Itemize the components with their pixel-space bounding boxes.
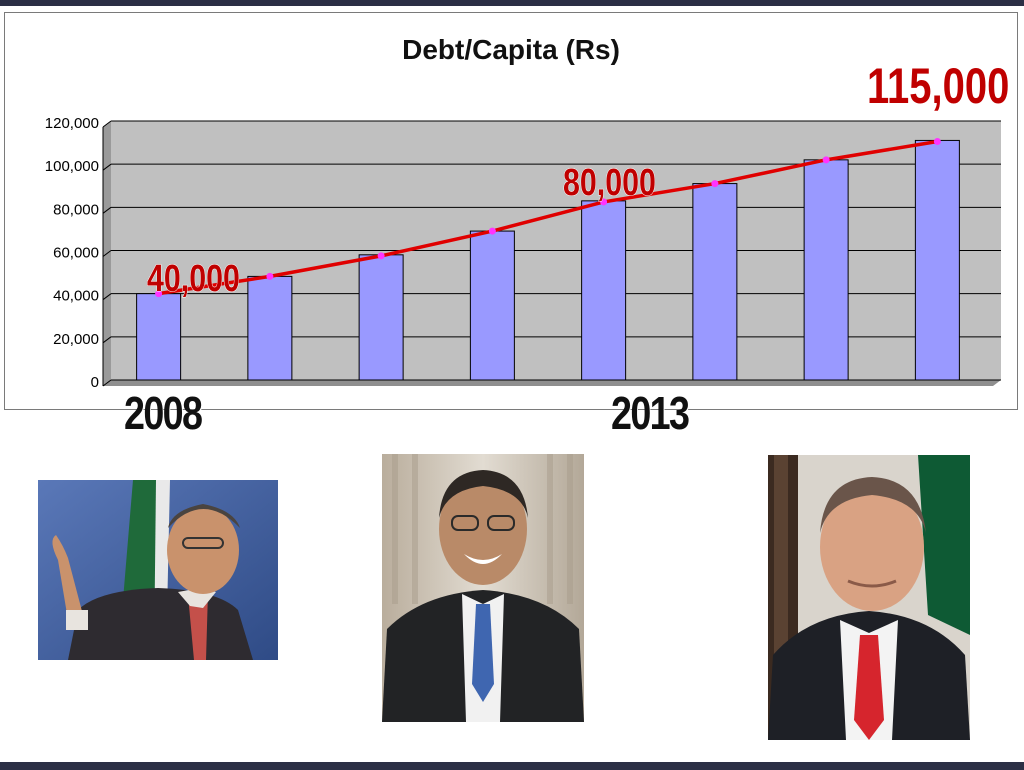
data-annotation: 40,000 xyxy=(147,258,240,300)
bar xyxy=(581,200,627,381)
trend-marker xyxy=(933,138,941,146)
portrait-photo-1 xyxy=(38,480,278,660)
y-tick-label: 20,000 xyxy=(53,331,99,348)
gridline-side xyxy=(102,250,112,257)
gridline-side xyxy=(102,206,112,214)
trend-marker xyxy=(266,272,274,280)
portrait-photo-2 xyxy=(382,454,584,722)
chart-frame: 0 20,000 40,000 60,000 80,000 100,000 120,000 D… xyxy=(4,12,1018,410)
bar xyxy=(136,293,182,381)
trend-marker xyxy=(155,290,163,298)
y-tick-label: 120,000 xyxy=(45,115,99,132)
y-tick-label: 80,000 xyxy=(53,201,99,218)
trend-marker xyxy=(600,198,608,206)
bar xyxy=(692,183,738,381)
trend-marker xyxy=(822,156,830,164)
trend-marker xyxy=(711,180,719,188)
year-label-start: 2008 xyxy=(124,387,203,439)
gridline-side xyxy=(102,336,112,344)
data-annotation: 115,000 xyxy=(867,58,1009,114)
bar xyxy=(469,230,515,381)
gridline-side xyxy=(102,120,112,128)
gridline-side xyxy=(102,163,112,171)
trend-marker xyxy=(377,252,385,260)
bar xyxy=(914,139,960,381)
trend-line xyxy=(158,139,938,296)
y-tick-label: 40,000 xyxy=(53,288,99,305)
plot-floor xyxy=(103,380,1001,386)
y-tick-label: 100,000 xyxy=(45,158,99,175)
bar xyxy=(803,159,849,381)
data-annotation: 80,000 xyxy=(563,162,656,204)
bottom-border-band xyxy=(0,762,1024,770)
bar xyxy=(247,275,293,381)
chart-title: Debt/Capita (Rs) xyxy=(402,34,620,65)
gridline-side xyxy=(102,379,112,387)
y-tick-label: 0 xyxy=(91,374,99,391)
gridline-side xyxy=(102,293,112,301)
y-tick-label: 60,000 xyxy=(53,245,99,262)
debt-per-capita-chart: 0 20,000 40,000 60,000 80,000 100,000 120,000 D… xyxy=(45,34,1010,391)
trend-marker xyxy=(488,227,496,235)
year-label-end: 2013 xyxy=(611,387,690,439)
portrait-photo-3 xyxy=(768,455,970,740)
top-border-band xyxy=(0,0,1024,6)
bar xyxy=(358,254,404,381)
